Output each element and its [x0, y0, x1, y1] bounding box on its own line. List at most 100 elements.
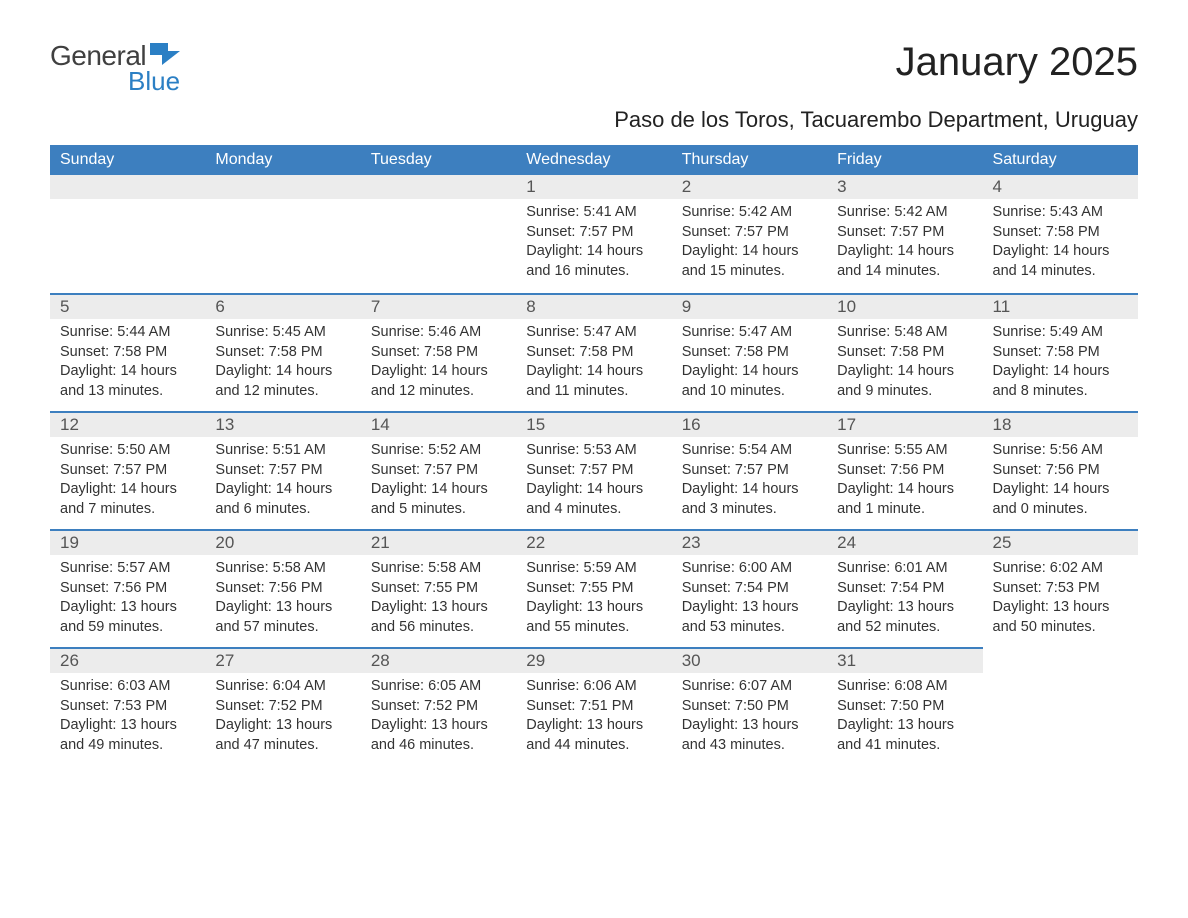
calendar-cell: 18Sunrise: 5:56 AMSunset: 7:56 PMDayligh… — [983, 411, 1138, 529]
day-number: 10 — [827, 293, 982, 319]
daylight-text: Daylight: 14 hours and 0 minutes. — [993, 480, 1128, 519]
sunset-text: Sunset: 7:57 PM — [60, 461, 195, 481]
calendar-cell: 20Sunrise: 5:58 AMSunset: 7:56 PMDayligh… — [205, 529, 360, 647]
day-number: 13 — [205, 411, 360, 437]
month-title: January 2025 — [896, 40, 1138, 85]
daylight-text: Daylight: 13 hours and 55 minutes. — [526, 598, 661, 637]
sunrise-text: Sunrise: 5:54 AM — [682, 441, 817, 461]
day-number: 3 — [827, 175, 982, 199]
calendar-cell: 1Sunrise: 5:41 AMSunset: 7:57 PMDaylight… — [516, 175, 671, 293]
day-content: Sunrise: 5:45 AMSunset: 7:58 PMDaylight:… — [205, 319, 360, 409]
sunrise-text: Sunrise: 5:59 AM — [526, 559, 661, 579]
sunset-text: Sunset: 7:58 PM — [993, 343, 1128, 363]
sunrise-text: Sunrise: 5:47 AM — [526, 323, 661, 343]
day-number: 16 — [672, 411, 827, 437]
sunrise-text: Sunrise: 6:02 AM — [993, 559, 1128, 579]
sunset-text: Sunset: 7:55 PM — [371, 579, 506, 599]
calendar-cell — [50, 175, 205, 293]
header-row: General Blue January 2025 — [50, 40, 1138, 97]
logo: General Blue — [50, 40, 180, 97]
day-number: 8 — [516, 293, 671, 319]
day-number: 11 — [983, 293, 1138, 319]
day-number: 4 — [983, 175, 1138, 199]
day-number: 24 — [827, 529, 982, 555]
day-header: Wednesday — [516, 145, 671, 175]
day-content: Sunrise: 6:03 AMSunset: 7:53 PMDaylight:… — [50, 673, 205, 763]
sunset-text: Sunset: 7:53 PM — [993, 579, 1128, 599]
sunset-text: Sunset: 7:58 PM — [215, 343, 350, 363]
calendar-cell: 30Sunrise: 6:07 AMSunset: 7:50 PMDayligh… — [672, 647, 827, 765]
day-number: 1 — [516, 175, 671, 199]
daylight-text: Daylight: 14 hours and 1 minute. — [837, 480, 972, 519]
day-number: 21 — [361, 529, 516, 555]
sunrise-text: Sunrise: 6:05 AM — [371, 677, 506, 697]
day-number: 27 — [205, 647, 360, 673]
sunrise-text: Sunrise: 6:01 AM — [837, 559, 972, 579]
daylight-text: Daylight: 13 hours and 47 minutes. — [215, 716, 350, 755]
daylight-text: Daylight: 14 hours and 15 minutes. — [682, 242, 817, 281]
day-content: Sunrise: 5:59 AMSunset: 7:55 PMDaylight:… — [516, 555, 671, 645]
calendar-cell: 21Sunrise: 5:58 AMSunset: 7:55 PMDayligh… — [361, 529, 516, 647]
day-content: Sunrise: 5:42 AMSunset: 7:57 PMDaylight:… — [672, 199, 827, 289]
sunrise-text: Sunrise: 5:42 AM — [682, 203, 817, 223]
day-number: 28 — [361, 647, 516, 673]
sunrise-text: Sunrise: 6:04 AM — [215, 677, 350, 697]
day-number: 12 — [50, 411, 205, 437]
day-content: Sunrise: 5:54 AMSunset: 7:57 PMDaylight:… — [672, 437, 827, 527]
day-content: Sunrise: 5:42 AMSunset: 7:57 PMDaylight:… — [827, 199, 982, 289]
sunrise-text: Sunrise: 5:50 AM — [60, 441, 195, 461]
day-content: Sunrise: 5:41 AMSunset: 7:57 PMDaylight:… — [516, 199, 671, 289]
day-content: Sunrise: 5:43 AMSunset: 7:58 PMDaylight:… — [983, 199, 1138, 289]
day-content: Sunrise: 5:47 AMSunset: 7:58 PMDaylight:… — [516, 319, 671, 409]
sunrise-text: Sunrise: 5:51 AM — [215, 441, 350, 461]
day-content: Sunrise: 5:49 AMSunset: 7:58 PMDaylight:… — [983, 319, 1138, 409]
day-number: 14 — [361, 411, 516, 437]
daylight-text: Daylight: 13 hours and 49 minutes. — [60, 716, 195, 755]
day-content: Sunrise: 6:01 AMSunset: 7:54 PMDaylight:… — [827, 555, 982, 645]
calendar-cell: 22Sunrise: 5:59 AMSunset: 7:55 PMDayligh… — [516, 529, 671, 647]
day-number: 22 — [516, 529, 671, 555]
calendar-cell: 2Sunrise: 5:42 AMSunset: 7:57 PMDaylight… — [672, 175, 827, 293]
calendar-cell: 5Sunrise: 5:44 AMSunset: 7:58 PMDaylight… — [50, 293, 205, 411]
calendar-cell: 23Sunrise: 6:00 AMSunset: 7:54 PMDayligh… — [672, 529, 827, 647]
day-content: Sunrise: 5:53 AMSunset: 7:57 PMDaylight:… — [516, 437, 671, 527]
empty-day-header — [361, 175, 516, 199]
sunrise-text: Sunrise: 5:49 AM — [993, 323, 1128, 343]
sunset-text: Sunset: 7:57 PM — [682, 223, 817, 243]
day-content: Sunrise: 5:47 AMSunset: 7:58 PMDaylight:… — [672, 319, 827, 409]
day-content: Sunrise: 6:04 AMSunset: 7:52 PMDaylight:… — [205, 673, 360, 763]
sunrise-text: Sunrise: 5:46 AM — [371, 323, 506, 343]
day-number: 19 — [50, 529, 205, 555]
daylight-text: Daylight: 13 hours and 41 minutes. — [837, 716, 972, 755]
empty-day-header — [205, 175, 360, 199]
sunset-text: Sunset: 7:58 PM — [60, 343, 195, 363]
day-content: Sunrise: 5:58 AMSunset: 7:56 PMDaylight:… — [205, 555, 360, 645]
day-number: 23 — [672, 529, 827, 555]
sunset-text: Sunset: 7:55 PM — [526, 579, 661, 599]
sunset-text: Sunset: 7:54 PM — [837, 579, 972, 599]
calendar-table: SundayMondayTuesdayWednesdayThursdayFrid… — [50, 145, 1138, 765]
calendar-cell: 15Sunrise: 5:53 AMSunset: 7:57 PMDayligh… — [516, 411, 671, 529]
sunrise-text: Sunrise: 5:48 AM — [837, 323, 972, 343]
sunset-text: Sunset: 7:50 PM — [682, 697, 817, 717]
day-content: Sunrise: 5:52 AMSunset: 7:57 PMDaylight:… — [361, 437, 516, 527]
daylight-text: Daylight: 14 hours and 9 minutes. — [837, 362, 972, 401]
day-number: 30 — [672, 647, 827, 673]
calendar-cell: 14Sunrise: 5:52 AMSunset: 7:57 PMDayligh… — [361, 411, 516, 529]
sunrise-text: Sunrise: 5:45 AM — [215, 323, 350, 343]
day-content: Sunrise: 5:55 AMSunset: 7:56 PMDaylight:… — [827, 437, 982, 527]
sunrise-text: Sunrise: 5:47 AM — [682, 323, 817, 343]
day-number: 2 — [672, 175, 827, 199]
calendar-cell: 12Sunrise: 5:50 AMSunset: 7:57 PMDayligh… — [50, 411, 205, 529]
logo-text-blue: Blue — [128, 66, 180, 97]
day-content: Sunrise: 5:48 AMSunset: 7:58 PMDaylight:… — [827, 319, 982, 409]
sunrise-text: Sunrise: 6:07 AM — [682, 677, 817, 697]
daylight-text: Daylight: 14 hours and 10 minutes. — [682, 362, 817, 401]
sunrise-text: Sunrise: 5:44 AM — [60, 323, 195, 343]
sunset-text: Sunset: 7:56 PM — [60, 579, 195, 599]
day-content: Sunrise: 5:44 AMSunset: 7:58 PMDaylight:… — [50, 319, 205, 409]
calendar-cell: 4Sunrise: 5:43 AMSunset: 7:58 PMDaylight… — [983, 175, 1138, 293]
calendar-cell: 3Sunrise: 5:42 AMSunset: 7:57 PMDaylight… — [827, 175, 982, 293]
daylight-text: Daylight: 13 hours and 59 minutes. — [60, 598, 195, 637]
day-content: Sunrise: 6:07 AMSunset: 7:50 PMDaylight:… — [672, 673, 827, 763]
